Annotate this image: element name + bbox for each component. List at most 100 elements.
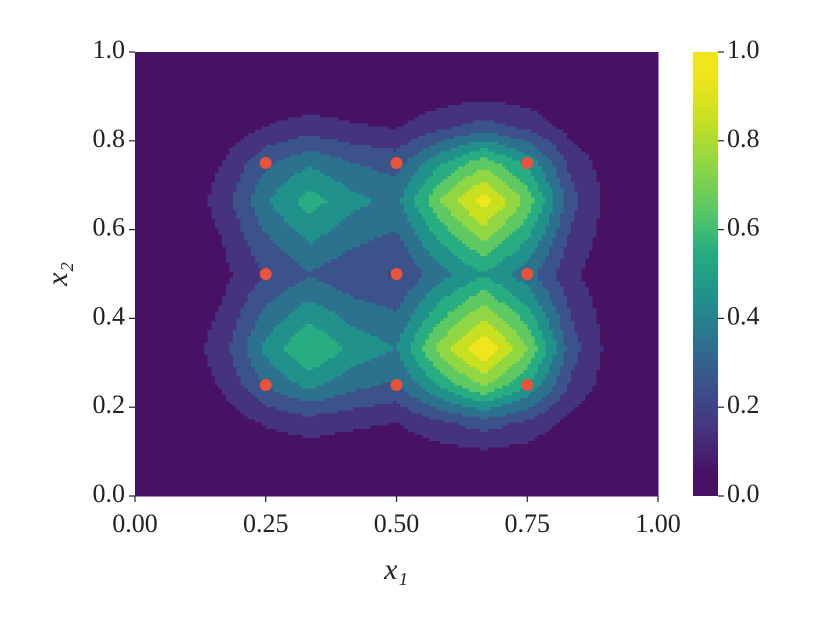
contour-cell [265,289,285,294]
contour-cell [487,446,528,451]
contour-cell [309,159,350,164]
contour-cell [614,76,659,81]
contour-cell [570,144,579,149]
contour-cell [396,138,412,143]
contour-cell [556,421,572,426]
contour-cell [570,372,597,377]
contour-cell [440,85,485,90]
contour-cell [352,206,361,210]
contour-cell [523,138,528,143]
contour-cell [541,166,557,170]
contour-cell [523,181,528,186]
contour-cell [407,428,441,432]
contour-cell [512,212,528,217]
contour-cell [527,280,543,284]
contour-cell [440,261,467,266]
contour-cell [574,323,601,328]
contour-cell [574,141,616,146]
contour-cell [440,375,448,380]
contour-cell [323,381,354,386]
contour-cell [265,452,310,457]
contour-cell [178,110,223,115]
contour-cell [178,237,223,241]
contour-cell [614,307,659,312]
contour-cell [135,277,180,281]
contour-cell [483,375,499,380]
contour-cell [229,277,263,281]
contour-cell [283,181,310,186]
contour-cell [240,221,260,226]
contour-cell [342,317,354,321]
contour-cell [229,400,263,405]
contour-cell [440,338,459,343]
contour-cell [414,199,430,204]
contour-cell [574,326,601,331]
contour-cell [425,372,441,377]
contour-cell [298,360,310,365]
contour-cell [440,335,445,340]
contour-cell [309,119,350,124]
contour-cell [389,126,398,130]
contour-cell [440,403,463,408]
contour-cell [334,394,354,398]
contour-cell [527,283,543,287]
contour-cell [396,372,412,377]
contour-cell [527,224,536,229]
contour-cell [222,129,256,133]
contour-cell [309,443,354,448]
contour-cell [178,421,223,426]
contour-cell [570,477,616,482]
contour-cell [265,119,278,124]
contour-cell [345,369,354,374]
contour-cell [519,372,528,377]
contour-cell [469,329,485,334]
contour-cell [527,116,547,121]
contour-cell [135,477,180,482]
contour-cell [262,341,267,346]
contour-cell [396,113,419,118]
contour-cell [352,474,398,479]
contour-cell [614,92,659,96]
contour-cell [421,298,441,303]
contour-cell [135,341,180,346]
contour-cell [527,98,572,102]
contour-cell [440,409,448,414]
contour-cell [505,255,528,260]
contour-cell [440,55,485,59]
contour-cell [436,323,441,328]
contour-cell [265,52,310,56]
contour-cell [135,320,180,324]
contour-cell [302,169,310,173]
contour-cell [567,159,572,164]
contour-cell [603,348,616,352]
contour-cell [385,304,398,309]
contour-cell [570,332,579,337]
contour-cell [309,156,343,161]
contour-cell [440,443,459,448]
contour-cell [265,255,292,260]
contour-cell [309,428,354,432]
contour-cell [222,175,241,180]
contour-cell [425,338,441,343]
contour-cell [178,338,209,343]
contour-cell [563,193,572,198]
contour-cell [283,215,310,220]
contour-cell [396,79,441,84]
contour-cell [178,391,223,395]
contour-cell [236,323,256,328]
contour-cell [135,113,180,118]
contour-cell [483,206,503,210]
contour-cell [331,335,354,340]
contour-cell [178,159,223,164]
contour-cell [211,206,223,210]
contour-cell [440,98,485,102]
contour-cell [396,258,416,263]
contour-cell [352,116,398,121]
contour-cell [432,187,441,192]
contour-cell [483,264,496,269]
contour-cell [570,351,579,355]
contour-cell [454,184,474,189]
contour-cell [483,218,488,223]
contour-cell [501,163,525,167]
contour-cell [352,372,398,377]
